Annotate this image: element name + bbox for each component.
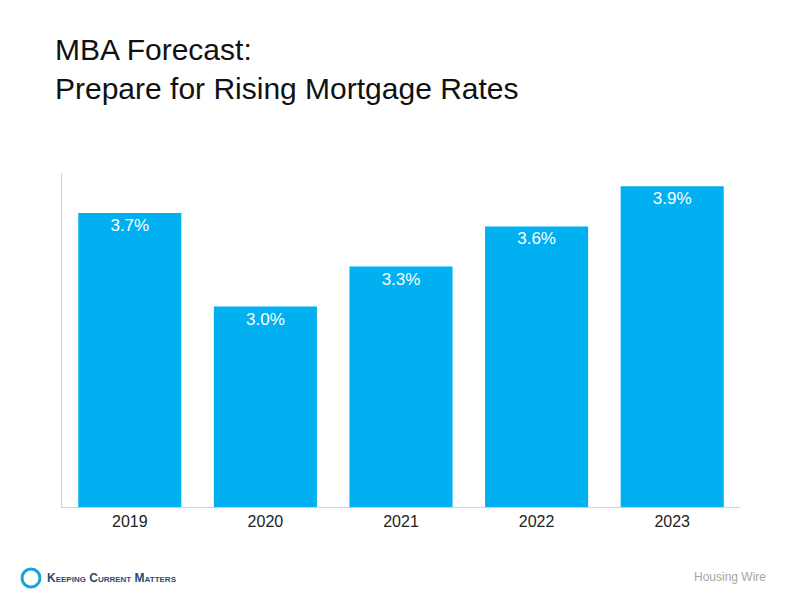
svg-text:3.6%: 3.6% <box>517 229 556 248</box>
svg-text:3.0%: 3.0% <box>246 310 285 329</box>
svg-text:3.7%: 3.7% <box>110 216 149 235</box>
svg-text:Housing Wire: Housing Wire <box>694 570 766 584</box>
svg-text:2023: 2023 <box>654 513 690 530</box>
svg-text:2019: 2019 <box>112 513 148 530</box>
svg-text:3.3%: 3.3% <box>382 270 421 289</box>
svg-text:2021: 2021 <box>383 513 419 530</box>
svg-text:3.9%: 3.9% <box>653 189 692 208</box>
svg-text:Keeping Current Matters: Keeping Current Matters <box>47 571 177 585</box>
svg-text:2022: 2022 <box>519 513 555 530</box>
svg-text:MBA Forecast:Prepare for Risin: MBA Forecast:Prepare for Rising Mortgage… <box>55 33 519 105</box>
svg-text:2020: 2020 <box>248 513 284 530</box>
